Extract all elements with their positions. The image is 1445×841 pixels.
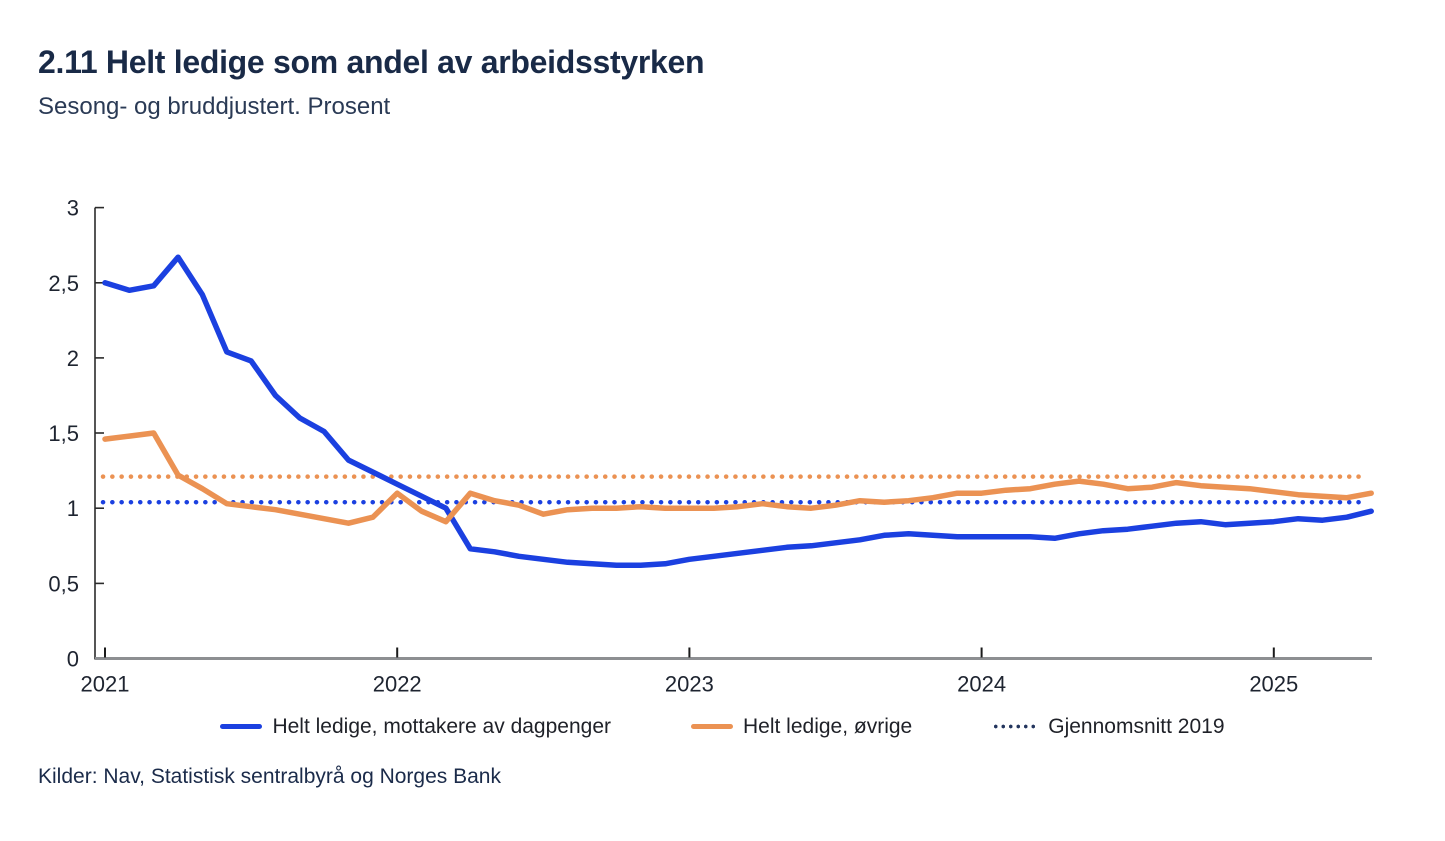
svg-text:2021: 2021 bbox=[81, 671, 130, 696]
svg-text:0: 0 bbox=[67, 646, 79, 671]
legend-item-ovrige: Helt ledige, øvrige bbox=[691, 715, 912, 739]
svg-text:2024: 2024 bbox=[957, 671, 1006, 696]
legend-item-gjennomsnitt: Gjennomsnitt 2019 bbox=[992, 714, 1225, 739]
svg-text:0,5: 0,5 bbox=[48, 571, 79, 596]
svg-text:2,5: 2,5 bbox=[48, 270, 79, 295]
svg-text:1,5: 1,5 bbox=[48, 421, 79, 446]
svg-text:3: 3 bbox=[67, 195, 79, 220]
svg-text:1: 1 bbox=[67, 496, 79, 521]
dotted-line-swatch-icon bbox=[992, 724, 1039, 730]
svg-text:2022: 2022 bbox=[373, 671, 422, 696]
orange-line-swatch-icon bbox=[691, 724, 733, 730]
legend-label-gjennomsnitt: Gjennomsnitt 2019 bbox=[1048, 714, 1225, 738]
legend-label-dagpenger: Helt ledige, mottakere av dagpenger bbox=[272, 714, 611, 738]
figure-subtitle: Sesong- og bruddjustert. Prosent bbox=[38, 92, 391, 120]
figure-title: 2.11 Helt ledige som andel av arbeidssty… bbox=[38, 44, 705, 80]
svg-text:2: 2 bbox=[67, 345, 79, 370]
blue-line-swatch-icon bbox=[220, 724, 263, 730]
svg-text:2025: 2025 bbox=[1249, 671, 1298, 696]
legend-item-dagpenger: Helt ledige, mottakere av dagpenger bbox=[220, 715, 611, 739]
chart-legend: Helt ledige, mottakere av dagpenger Helt… bbox=[0, 715, 1445, 739]
legend-label-ovrige: Helt ledige, øvrige bbox=[743, 714, 913, 738]
unemployment-rate-chart: 0 0,5 1 1,5 2 2,5 3 2021 2022 2023 2024 2025 bbox=[48, 195, 1374, 696]
sources-line: Kilder: Nav, Statistisk sentralbyrå og N… bbox=[38, 764, 501, 788]
svg-text:2023: 2023 bbox=[665, 671, 714, 696]
